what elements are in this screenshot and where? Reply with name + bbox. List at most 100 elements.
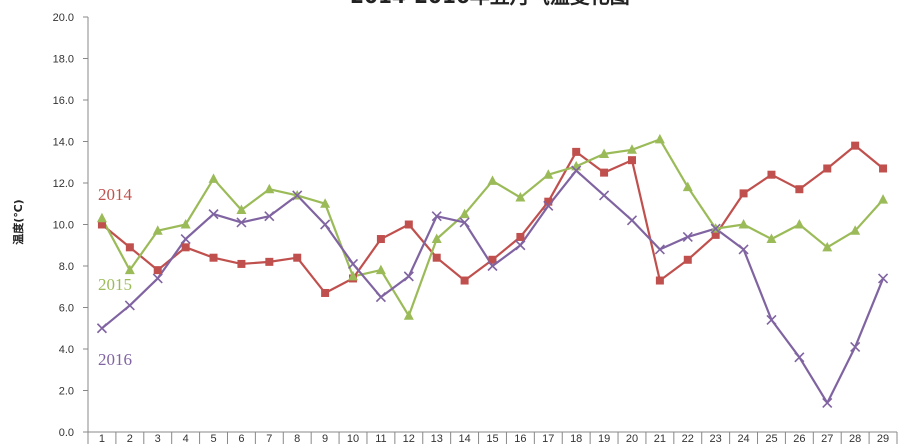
series-label-2014: 2014	[98, 185, 133, 204]
data-point-2014	[237, 259, 246, 268]
data-point-2015	[459, 208, 470, 219]
x-tick-label: 24	[737, 433, 749, 444]
data-point-2016	[682, 231, 693, 243]
data-point-2016	[152, 273, 163, 284]
x-tick-label: 5	[210, 433, 216, 444]
data-point-2015	[375, 264, 386, 275]
data-point-2014	[711, 230, 720, 239]
data-point-2015	[431, 233, 442, 244]
data-point-2014	[739, 189, 748, 198]
data-point-2016	[264, 211, 275, 222]
y-tick-label: 12.0	[53, 178, 74, 190]
data-point-2016	[459, 217, 470, 228]
series-label-2016: 2016	[98, 350, 132, 369]
data-point-2014	[823, 164, 832, 173]
data-point-2015	[682, 181, 693, 192]
data-point-2014	[97, 220, 106, 229]
series-line-2015	[100, 138, 884, 317]
data-point-2014	[627, 156, 636, 165]
data-point-2014	[321, 288, 330, 297]
x-tick-label: 2	[127, 433, 133, 444]
y-tick-label: 20.0	[53, 12, 74, 24]
data-point-2016	[487, 260, 498, 272]
y-axis-label: 温度(℃)	[11, 199, 25, 244]
data-point-2015	[850, 225, 861, 235]
y-tick-label: 16.0	[53, 95, 74, 107]
data-point-2015	[152, 225, 163, 235]
data-point-2015	[543, 169, 554, 179]
data-point-2016	[403, 271, 414, 282]
data-point-2016	[431, 211, 442, 222]
x-tick-label: 23	[710, 433, 722, 444]
data-point-2014	[209, 253, 218, 262]
x-tick-label: 17	[542, 433, 554, 444]
data-point-2014	[879, 164, 888, 173]
data-point-2014	[795, 185, 804, 194]
data-point-2015	[264, 183, 275, 194]
x-tick-label: 29	[877, 433, 889, 444]
data-point-2015	[320, 198, 331, 208]
data-point-2016	[850, 341, 861, 352]
x-tick-label: 1	[99, 433, 105, 444]
y-tick-label: 8.0	[59, 261, 74, 273]
x-tick-label: 25	[765, 433, 777, 444]
data-point-2015	[124, 264, 135, 275]
data-point-2016	[822, 397, 833, 409]
data-point-2016	[236, 217, 247, 228]
x-tick-label: 8	[294, 433, 300, 444]
data-point-2015	[878, 194, 889, 204]
data-point-2014	[376, 235, 385, 244]
data-point-2015	[487, 175, 498, 185]
x-tick-label: 22	[682, 433, 694, 444]
series-labels: 2014 2015 2016	[98, 185, 133, 369]
data-point-2016	[654, 244, 665, 255]
chart-title: 2014-2016年五月气温变化图	[350, 0, 630, 8]
data-point-2015	[515, 192, 526, 202]
x-tick-label: 28	[849, 433, 861, 444]
data-point-2015	[626, 144, 637, 154]
y-tick-label: 10.0	[53, 220, 74, 232]
data-point-2016	[124, 300, 135, 311]
y-tick-label: 6.0	[59, 303, 74, 315]
data-point-2014	[544, 197, 553, 206]
data-point-2016	[180, 233, 191, 245]
data-point-2015	[794, 219, 805, 229]
data-point-2015	[822, 241, 833, 252]
x-tick-labels: 1 2 3 4 5 6 7 8 9 10 11 12 13 14 15 16 17 18 19 20 21 22 23 24 2…	[99, 433, 889, 444]
data-point-2014	[181, 243, 190, 252]
data-point-2015	[180, 219, 191, 229]
data-point-2014	[404, 220, 413, 229]
y-tick-labels: 0.0 2.0 4.0 6.0 8.0 10.0 12.0 14.0 16.0 18.0 20.0	[53, 12, 74, 439]
data-point-2014	[432, 253, 441, 262]
x-tick-label: 27	[821, 433, 833, 444]
data-point-2014	[265, 257, 274, 266]
y-tick-label: 2.0	[59, 386, 74, 398]
data-point-2014	[600, 168, 609, 177]
data-point-2014	[851, 141, 860, 150]
data-point-2016	[515, 240, 526, 251]
data-point-2015	[599, 148, 610, 158]
data-point-2016	[766, 314, 777, 326]
data-point-2014	[153, 266, 162, 275]
data-point-2014	[125, 243, 134, 252]
data-point-2015	[236, 204, 247, 214]
data-point-2016	[320, 219, 331, 230]
data-point-2016	[347, 258, 359, 269]
x-tick-label: 21	[654, 433, 666, 444]
series-label-2015: 2015	[98, 275, 132, 294]
data-point-2014	[516, 232, 525, 241]
data-point-2016	[543, 200, 554, 211]
data-point-2016	[208, 209, 219, 220]
data-point-2015	[403, 310, 414, 320]
data-point-2015	[348, 270, 359, 281]
data-point-2015	[96, 212, 107, 223]
data-point-2016	[96, 323, 108, 334]
data-point-2015	[654, 133, 665, 144]
x-tick-label: 19	[598, 433, 610, 444]
data-point-2016	[375, 292, 386, 303]
series-line-2014	[101, 144, 884, 295]
x-tick-label: 9	[322, 433, 328, 444]
data-point-2016	[738, 244, 749, 255]
data-point-2014	[767, 170, 776, 179]
data-point-2014	[683, 255, 692, 264]
